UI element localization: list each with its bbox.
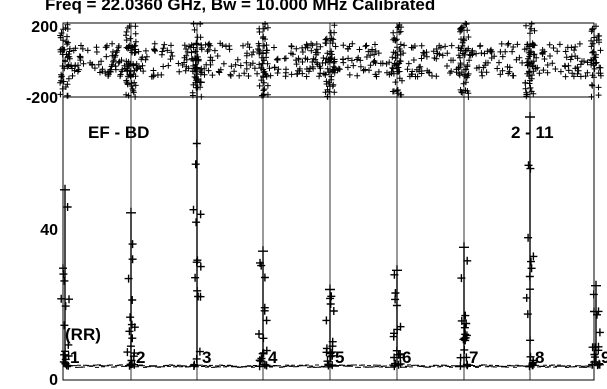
peak-label-3: 3 [202,348,211,367]
amp-ytick-0: 0 [49,372,58,389]
phase-ytick-top: 200 [31,19,58,36]
peak-mark-3 [189,39,205,370]
peak-label-9: 9 [601,348,607,367]
peak-label-4: 4 [268,348,278,367]
peak-label-1: 1 [70,348,79,367]
phase-points [57,20,604,100]
chart-title: Freq = 22.0360 GHz, Bw = 10.000 MHz Cali… [45,0,435,14]
peak-mark-7 [456,242,472,370]
phase-series [57,20,604,100]
peak-mark-2 [123,207,139,370]
peak-label-7: 7 [469,348,478,367]
peak-label-5: 5 [335,348,344,367]
peak-label-6: 6 [402,348,411,367]
peak-mark-9 [588,280,604,370]
peak-label-2: 2 [136,348,145,367]
peak-label-8: 8 [535,348,544,367]
right-label: 2 - 11 [511,123,554,142]
phase-ytick-bottom: -200 [26,90,58,107]
peak-labels: 1 2 3 4 5 6 7 8 9 [70,348,607,367]
amp-ytick-40: 40 [40,222,58,239]
peak-mark-6 [389,265,405,371]
amplitude-series [57,39,604,371]
rr-annotation: (RR) [65,325,101,344]
baseline-label: EF - BD [88,123,149,142]
peak-mark-4 [255,246,271,371]
peak-mark-8 [522,112,538,371]
peak-mark-5 [322,284,338,370]
peak-mark-1 [57,184,73,370]
